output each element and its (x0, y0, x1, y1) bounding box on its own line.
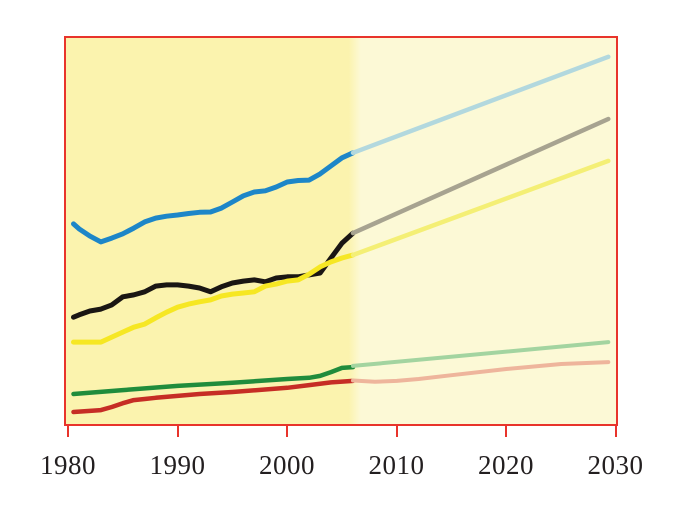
x-axis-tick-2000 (286, 426, 288, 437)
x-axis-label-2000: 2000 (259, 450, 315, 480)
x-axis-label-2030: 2030 (587, 450, 644, 480)
yellow-line-projection (350, 158, 611, 258)
x-axis-label-1980: 1980 (40, 450, 96, 480)
x-axis-tick-2030 (614, 426, 617, 437)
x-axis-label-2020: 2020 (478, 450, 534, 480)
x-axis-tick-2020 (505, 426, 507, 437)
green-line-history (71, 364, 356, 397)
blue-line-history (71, 150, 356, 245)
red-line-projection (351, 360, 611, 384)
x-axis-label-2010: 2010 (368, 450, 425, 480)
chart-plot-area (64, 36, 618, 426)
green-line-projection (351, 340, 611, 368)
black-line-projection (350, 116, 611, 236)
x-axis-tick-1980 (67, 426, 69, 437)
chart-series-layer (71, 54, 611, 415)
x-axis-label-1990: 1990 (149, 450, 206, 480)
x-axis-tick-1990 (176, 426, 179, 437)
yellow-line-history (71, 252, 356, 345)
red-line-history (71, 378, 356, 415)
x-axis-tick-2010 (395, 426, 398, 437)
blue-line-projection (350, 54, 611, 156)
